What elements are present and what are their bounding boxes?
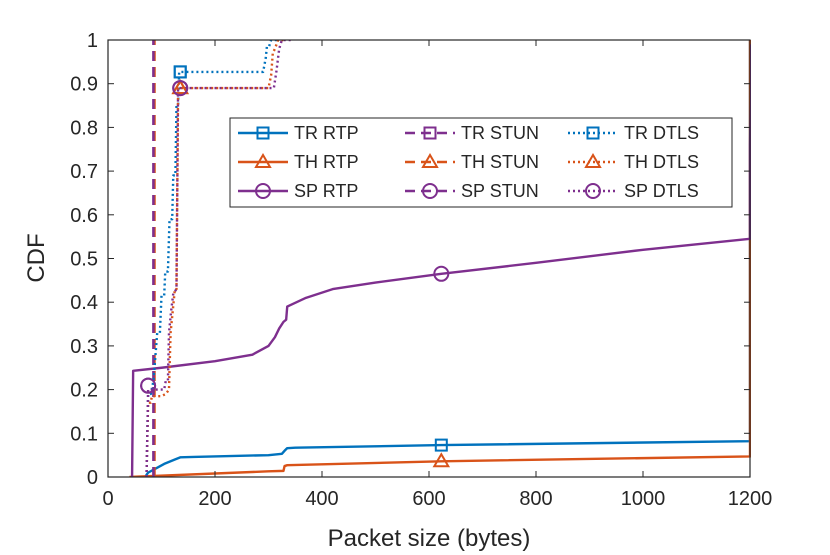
y-tick-label: 0.1	[70, 423, 98, 445]
series-line-tr-rtp	[144, 40, 751, 477]
y-axis-label: CDF	[23, 233, 50, 282]
legend-label-tr-stun: TR STUN	[461, 123, 539, 143]
y-tick-label: 0.6	[70, 205, 98, 227]
legend-entry-th-dtls: TH DTLS	[568, 152, 699, 172]
series-line-tr-dtls	[145, 40, 280, 477]
series-line-th-rtp	[129, 40, 751, 477]
legend-marker-tr-dtls	[586, 126, 600, 140]
x-tick-label: 0	[102, 488, 113, 510]
legend-entry-th-rtp: TH RTP	[238, 152, 359, 172]
series-line-sp-dtls	[145, 40, 293, 477]
y-tick-label: 0.3	[70, 336, 98, 358]
legend-marker-th-rtp	[254, 153, 272, 168]
legend-label-th-rtp: TH RTP	[294, 152, 359, 172]
legend-label-th-dtls: TH DTLS	[624, 152, 699, 172]
legend-marker-tr-stun	[423, 126, 437, 140]
x-tick-label: 400	[305, 488, 338, 510]
legend-marker-th-dtls	[584, 153, 602, 168]
marker-tr-rtp	[434, 438, 448, 452]
legend-label-sp-dtls: SP DTLS	[624, 181, 699, 201]
legend-entry-sp-rtp: SP RTP	[238, 181, 358, 201]
marker-sp-dtls	[172, 80, 189, 97]
legend-entry-tr-dtls: TR DTLS	[568, 123, 699, 143]
legend-entry-tr-rtp: TR RTP	[238, 123, 359, 143]
legend: TR RTP TH RTP SP RTP TR STUN TH STUN SP STUN T…	[229, 117, 733, 208]
legend-label-th-stun: TH STUN	[461, 152, 539, 172]
marker-layer	[140, 65, 451, 468]
marker-tr-dtls	[173, 65, 187, 79]
marker-sp-rtp	[433, 265, 450, 282]
x-tick-label: 800	[519, 488, 552, 510]
x-axis-label: Packet size (bytes)	[328, 525, 531, 552]
legend-marker-tr-rtp	[256, 126, 270, 140]
x-tick-label: 600	[412, 488, 445, 510]
series-line-th-dtls	[145, 40, 285, 477]
legend-entry-tr-stun: TR STUN	[405, 123, 539, 143]
legend-entry-sp-stun: SP STUN	[405, 181, 539, 201]
x-tick-label: 200	[198, 488, 231, 510]
y-tick-label: 0	[87, 467, 98, 489]
marker-th-dtls	[171, 79, 189, 95]
legend-marker-th-stun	[421, 153, 439, 168]
plot-area-background	[108, 40, 750, 477]
legend-label-sp-stun: SP STUN	[461, 181, 539, 201]
legend-marker-sp-rtp	[255, 183, 271, 199]
legend-entry-th-stun: TH STUN	[405, 152, 539, 172]
legend-label-sp-rtp: SP RTP	[294, 181, 358, 201]
y-tick-label: 0.2	[70, 380, 98, 402]
y-tick-label: 0.5	[70, 249, 98, 271]
y-tick-label: 0.9	[70, 74, 98, 96]
marker-sp-dtls	[140, 377, 157, 394]
legend-box	[229, 117, 733, 208]
legend-label-tr-dtls: TR DTLS	[624, 123, 699, 143]
legend-entry-sp-dtls: SP DTLS	[568, 181, 699, 201]
legend-marker-sp-stun	[422, 183, 438, 199]
x-tick-label: 1200	[728, 488, 773, 510]
series-line-sp-rtp	[130, 44, 751, 477]
y-tick-label: 0.4	[70, 292, 98, 314]
y-tick-label: 0.8	[70, 117, 98, 139]
marker-th-rtp	[432, 452, 451, 468]
tick-layer: 0 200 400 600 800 1000 1200 0 0.1 0.2 0.3 0.4 0.5 0.6…	[70, 30, 772, 510]
legend-marker-sp-dtls	[585, 183, 601, 199]
series-layer	[129, 40, 751, 477]
y-tick-label: 0.7	[70, 161, 98, 183]
x-tick-label: 1000	[621, 488, 666, 510]
legend-label-tr-rtp: TR RTP	[294, 123, 359, 143]
y-tick-label: 1	[87, 30, 98, 52]
